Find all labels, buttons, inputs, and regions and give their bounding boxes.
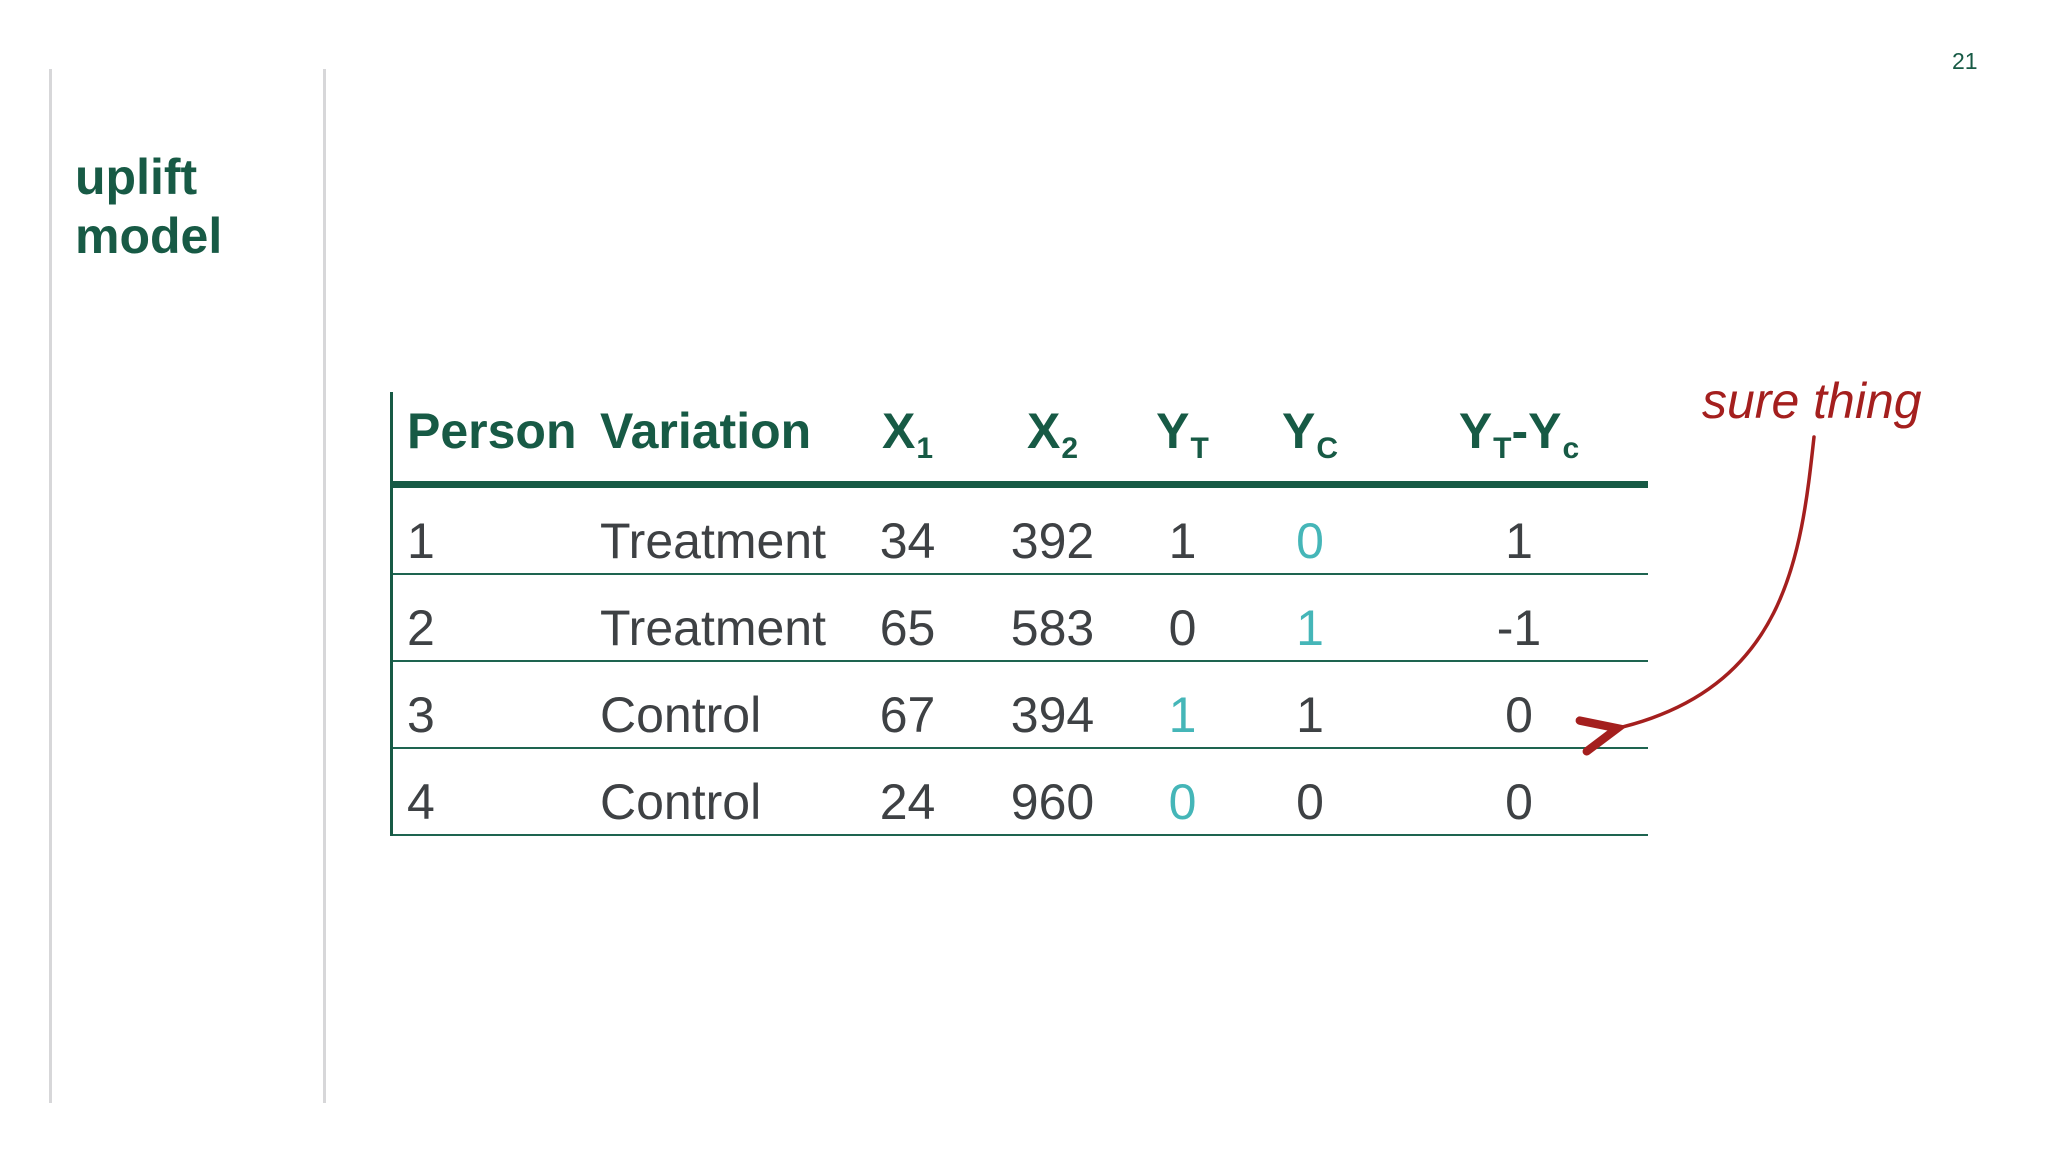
header-subscript: 2 [1061, 431, 1079, 465]
cell-variation: Treatment [600, 600, 827, 656]
cell-diff: 0 [1505, 687, 1533, 743]
cell-variation: Treatment [600, 513, 827, 569]
cell-person: 2 [407, 600, 435, 656]
cell-x2: 960 [1010, 774, 1095, 830]
table-row: 1 Treatment 34 392 1 0 1 [393, 488, 1648, 575]
cell-x2: 392 [1010, 513, 1095, 569]
table-row: 2 Treatment 65 583 0 1 -1 [393, 575, 1648, 662]
header-cell-person: Person [393, 392, 590, 481]
cell-yc: 1 [1296, 600, 1324, 656]
cell-x2: 583 [1010, 600, 1095, 656]
cell-x1: 24 [879, 774, 936, 830]
cell-yc: 1 [1296, 687, 1324, 743]
cell-x2: 394 [1010, 687, 1095, 743]
uplift-table: Person Variation X1 X2 YT YC YT-Yc 1 Tre… [390, 392, 1648, 836]
header-subscript: T [1493, 431, 1512, 465]
slide-title: uplift model [75, 149, 223, 264]
header-label: Person [407, 403, 577, 459]
cell-person: 1 [407, 513, 435, 569]
header-cell-yc: YC [1230, 392, 1390, 481]
header-cell-variation: Variation [590, 392, 845, 481]
cell-yt: 1 [1168, 687, 1197, 743]
cell-yt: 0 [1168, 600, 1197, 656]
header-label: Y [1281, 403, 1316, 459]
cell-yc: 0 [1296, 774, 1324, 830]
cell-person: 3 [407, 687, 435, 743]
table-header-row: Person Variation X1 X2 YT YC YT-Yc [393, 392, 1648, 488]
page-number: 21 [1952, 48, 1978, 74]
header-subscript: T [1190, 431, 1209, 465]
cell-diff: 0 [1505, 774, 1533, 830]
header-subscript: c [1562, 431, 1580, 465]
cell-x1: 65 [879, 600, 936, 656]
cell-x1: 34 [879, 513, 936, 569]
header-cell-x2: X2 [970, 392, 1135, 481]
header-cell-x1: X1 [845, 392, 970, 481]
cell-yt: 1 [1168, 513, 1197, 569]
header-label: Variation [600, 403, 812, 459]
header-label: Y [1156, 403, 1190, 459]
table-row: 4 Control 24 960 0 0 0 [393, 749, 1648, 836]
cell-variation: Control [600, 774, 762, 830]
cell-x1: 67 [879, 687, 936, 743]
header-label: -Y [1511, 403, 1562, 459]
cell-diff: -1 [1496, 600, 1542, 656]
left-divider-line-1 [49, 69, 52, 1103]
header-cell-yt: YT [1135, 392, 1230, 481]
table-row: 3 Control 67 394 1 1 0 [393, 662, 1648, 749]
header-subscript: 1 [916, 431, 934, 465]
cell-variation: Control [600, 687, 762, 743]
cell-yt: 0 [1168, 774, 1197, 830]
header-label: Y [1458, 403, 1493, 459]
header-label: X [881, 403, 916, 459]
header-cell-diff: YT-Yc [1390, 392, 1648, 481]
cell-diff: 1 [1505, 513, 1533, 569]
cell-yc: 0 [1296, 513, 1324, 569]
cell-person: 4 [407, 774, 435, 830]
header-label: X [1026, 403, 1061, 459]
header-subscript: C [1316, 431, 1339, 465]
sure-thing-label: sure thing [1702, 373, 1922, 429]
left-divider-line-2 [323, 69, 326, 1103]
